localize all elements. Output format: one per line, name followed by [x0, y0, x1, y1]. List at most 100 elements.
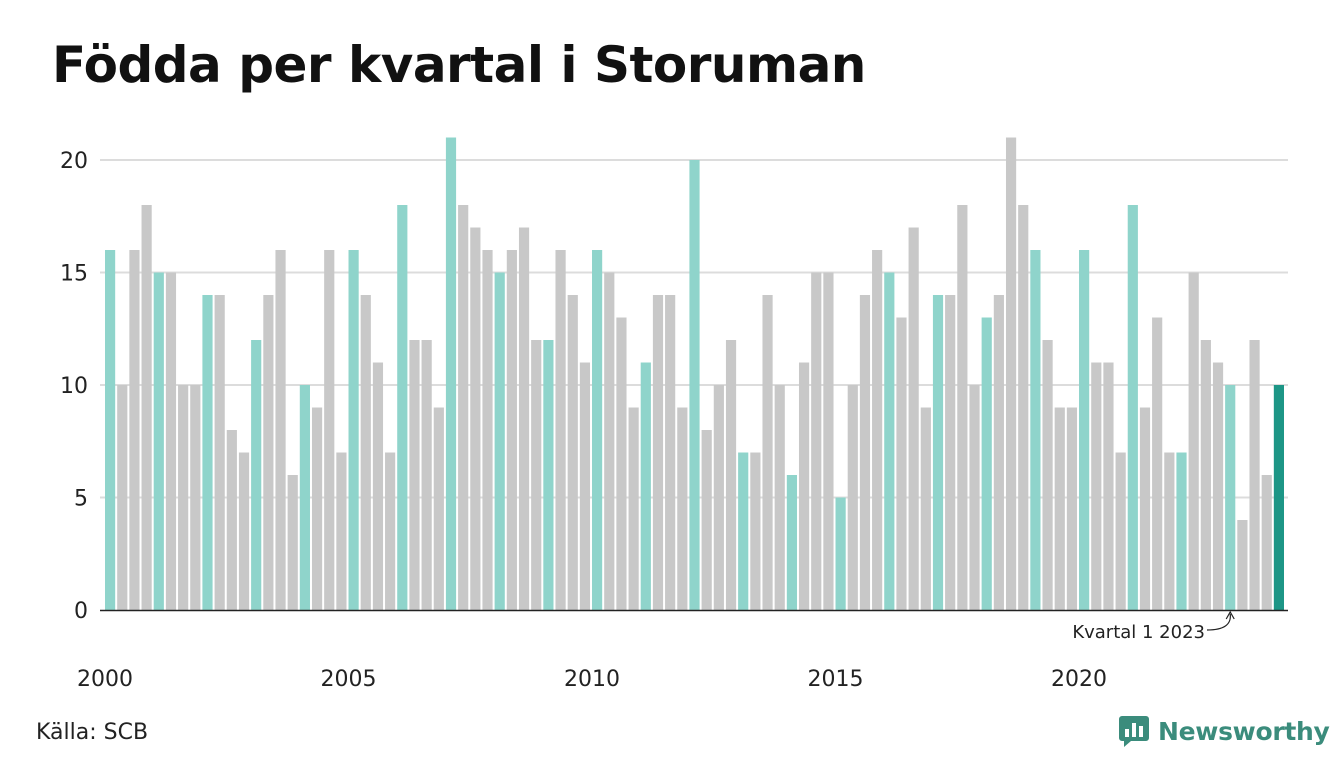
bar: [421, 340, 432, 610]
bar: [1261, 475, 1272, 610]
bar: [336, 452, 347, 610]
bar: [908, 227, 919, 610]
x-tick-label: 2010: [564, 667, 620, 692]
bar: [543, 340, 554, 610]
source-label: Källa: SCB: [36, 720, 149, 745]
bar: [1237, 520, 1248, 610]
bar: [957, 205, 968, 610]
bar: [360, 295, 371, 610]
bar: [835, 497, 846, 610]
y-tick-label: 15: [60, 262, 88, 287]
annotation-label: Kvartal 1 2023: [1072, 622, 1205, 643]
bar: [1152, 317, 1163, 610]
bar: [1249, 340, 1260, 610]
x-tick-label: 2005: [321, 667, 377, 692]
bar: [1115, 452, 1126, 610]
bar: [1079, 250, 1090, 610]
bar: [604, 272, 615, 610]
x-tick-label: 2000: [77, 667, 133, 692]
brand-logo: Newsworthy: [1118, 714, 1330, 748]
bar: [640, 362, 651, 610]
bar: [506, 250, 517, 610]
annotation: Kvartal 1 2023: [1072, 610, 1235, 643]
bars: [105, 137, 1284, 610]
bar: [945, 295, 956, 610]
bar: [1030, 250, 1041, 610]
bar: [226, 430, 237, 610]
bar: [1103, 362, 1114, 610]
bar: [202, 295, 213, 610]
bar: [652, 295, 664, 610]
bar: [981, 317, 992, 610]
bar: [786, 475, 797, 610]
bar: [1018, 205, 1029, 610]
bar: [920, 407, 931, 610]
bar: [592, 250, 603, 610]
bar: [324, 250, 335, 610]
bar: [178, 385, 189, 610]
bar: [1066, 407, 1078, 610]
bar: [470, 227, 481, 610]
bar: [1225, 385, 1236, 610]
bar: [579, 362, 591, 610]
bar: [1176, 452, 1187, 610]
annotation-arrowhead: [1225, 610, 1235, 620]
bar: [823, 272, 834, 610]
chart-title: Födda per kvartal i Storuman: [52, 36, 866, 94]
bar: [689, 160, 700, 610]
bar: [1164, 452, 1175, 610]
bar: [872, 250, 883, 610]
bar: [762, 295, 773, 610]
bar: [1054, 407, 1065, 610]
bar: [567, 295, 578, 610]
bar: [117, 385, 128, 610]
bar: [1127, 205, 1138, 610]
bar: [275, 250, 286, 610]
bar: [1139, 407, 1151, 610]
bar: [677, 407, 688, 610]
bar: [1273, 385, 1284, 610]
bar: [713, 385, 724, 610]
bar: [738, 452, 749, 610]
bar: [165, 272, 177, 610]
bar: [1005, 137, 1017, 610]
bar: [665, 295, 676, 610]
annotation-arrow: [1206, 613, 1231, 631]
bar: [105, 250, 116, 610]
bar: [385, 452, 396, 610]
bar: [518, 227, 530, 610]
bar: [397, 205, 408, 610]
bar: [774, 385, 785, 610]
bar: [238, 452, 250, 610]
bar: [969, 385, 980, 610]
bar: [896, 317, 907, 610]
y-tick-label: 10: [60, 374, 88, 399]
bar: [616, 317, 627, 610]
bar: [847, 385, 858, 610]
bar: [884, 272, 895, 610]
bar: [798, 362, 810, 610]
bar: [348, 250, 359, 610]
bar: [725, 340, 737, 610]
bar: [299, 385, 310, 610]
y-tick-label: 5: [74, 487, 88, 512]
brand-name: Newsworthy: [1158, 716, 1330, 746]
bar: [372, 362, 384, 610]
bar: [859, 295, 871, 610]
y-tick-label: 0: [74, 599, 88, 624]
bar: [214, 295, 225, 610]
bar: [932, 295, 944, 610]
y-tick-label: 20: [60, 149, 88, 174]
bar: [494, 272, 505, 610]
x-axis-ticks: 2000 2005 2010 2015 2020: [77, 667, 1107, 692]
bar: [153, 272, 164, 610]
bar: [750, 452, 761, 610]
bar: [433, 407, 444, 610]
bar: [409, 340, 420, 610]
x-tick-label: 2015: [808, 667, 864, 692]
bar: [251, 340, 262, 610]
bar: [129, 250, 140, 610]
bar: [482, 250, 493, 610]
bar: [701, 430, 712, 610]
